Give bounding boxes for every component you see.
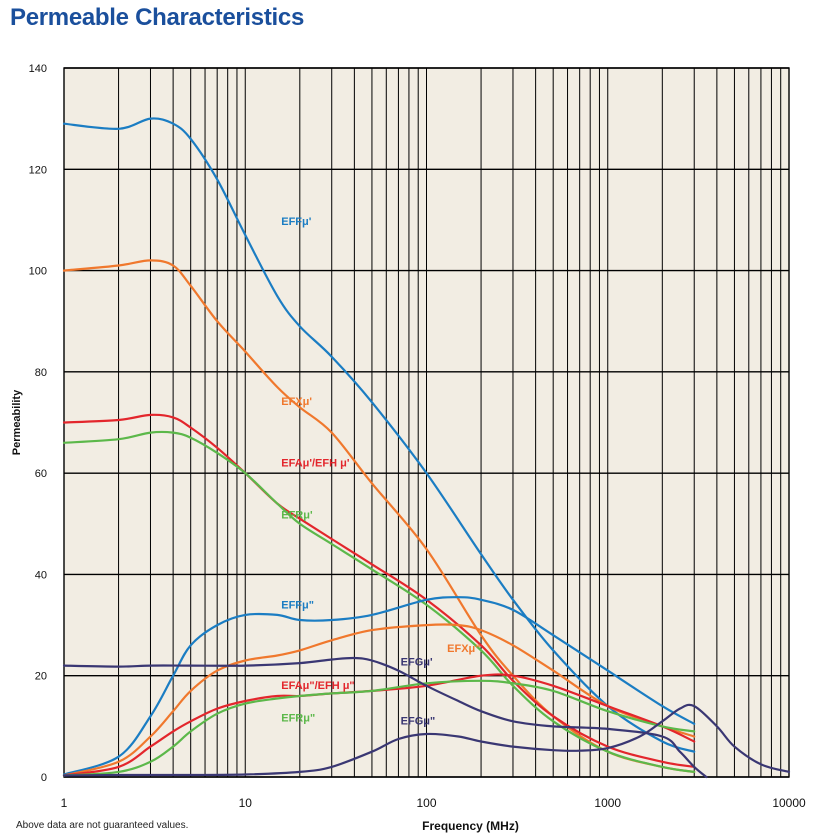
series-line (62, 623, 696, 777)
chart-tick-labels: 1 10 100 1000 10000 0 20 40 60 80 100 120 140 (29, 63, 806, 810)
y-axis-label: Permeability (11, 389, 23, 455)
x-tick-label: 10000 (772, 796, 806, 810)
series-annotation: EFAμ"/EFH μ" (281, 680, 354, 692)
x-tick-label: 1 (61, 796, 68, 810)
y-tick-label: 60 (35, 468, 47, 480)
x-tick-label: 100 (416, 796, 436, 810)
x-tick-label: 10 (239, 796, 253, 810)
series-annotation: EFXμ" (447, 643, 480, 655)
y-tick-label: 80 (35, 367, 47, 379)
series-line (62, 413, 696, 768)
series-annotation: EFRμ" (281, 712, 315, 724)
series-line (62, 430, 696, 773)
x-tick-label: 1000 (594, 796, 621, 810)
series-annotation: EFAμ'/EFH μ' (281, 458, 350, 470)
series-annotation: EFRμ' (281, 510, 313, 522)
y-tick-label: 20 (35, 671, 47, 683)
y-tick-label: 120 (29, 164, 47, 176)
series-annotation: EFGμ' (401, 657, 433, 669)
series-annotation: EFGμ" (401, 715, 436, 727)
y-tick-label: 140 (29, 63, 47, 75)
series-line (62, 117, 696, 753)
chart-annotations: EFFμ' EFXμ' EFAμ'/EFH μ' EFRμ' EFFμ" EFAμ"/EF… (281, 216, 480, 727)
series-line (62, 656, 708, 779)
series-line (62, 596, 696, 776)
chart-series (62, 117, 791, 779)
y-tick-label: 0 (41, 772, 47, 784)
series-annotation: EFFμ" (281, 599, 314, 611)
series-annotation: EFFμ' (281, 216, 312, 228)
series-line (62, 679, 696, 777)
y-tick-label: 100 (29, 266, 47, 278)
y-tick-label: 40 (35, 569, 47, 581)
series-line (62, 703, 791, 777)
footnote: Above data are not guaranteed values. (16, 820, 189, 831)
chart-grid (63, 67, 790, 778)
x-axis-label: Frequency (MHz) (422, 819, 519, 833)
series-annotation: EFXμ' (281, 396, 312, 408)
page-title: Permeable Characteristics (10, 4, 305, 31)
